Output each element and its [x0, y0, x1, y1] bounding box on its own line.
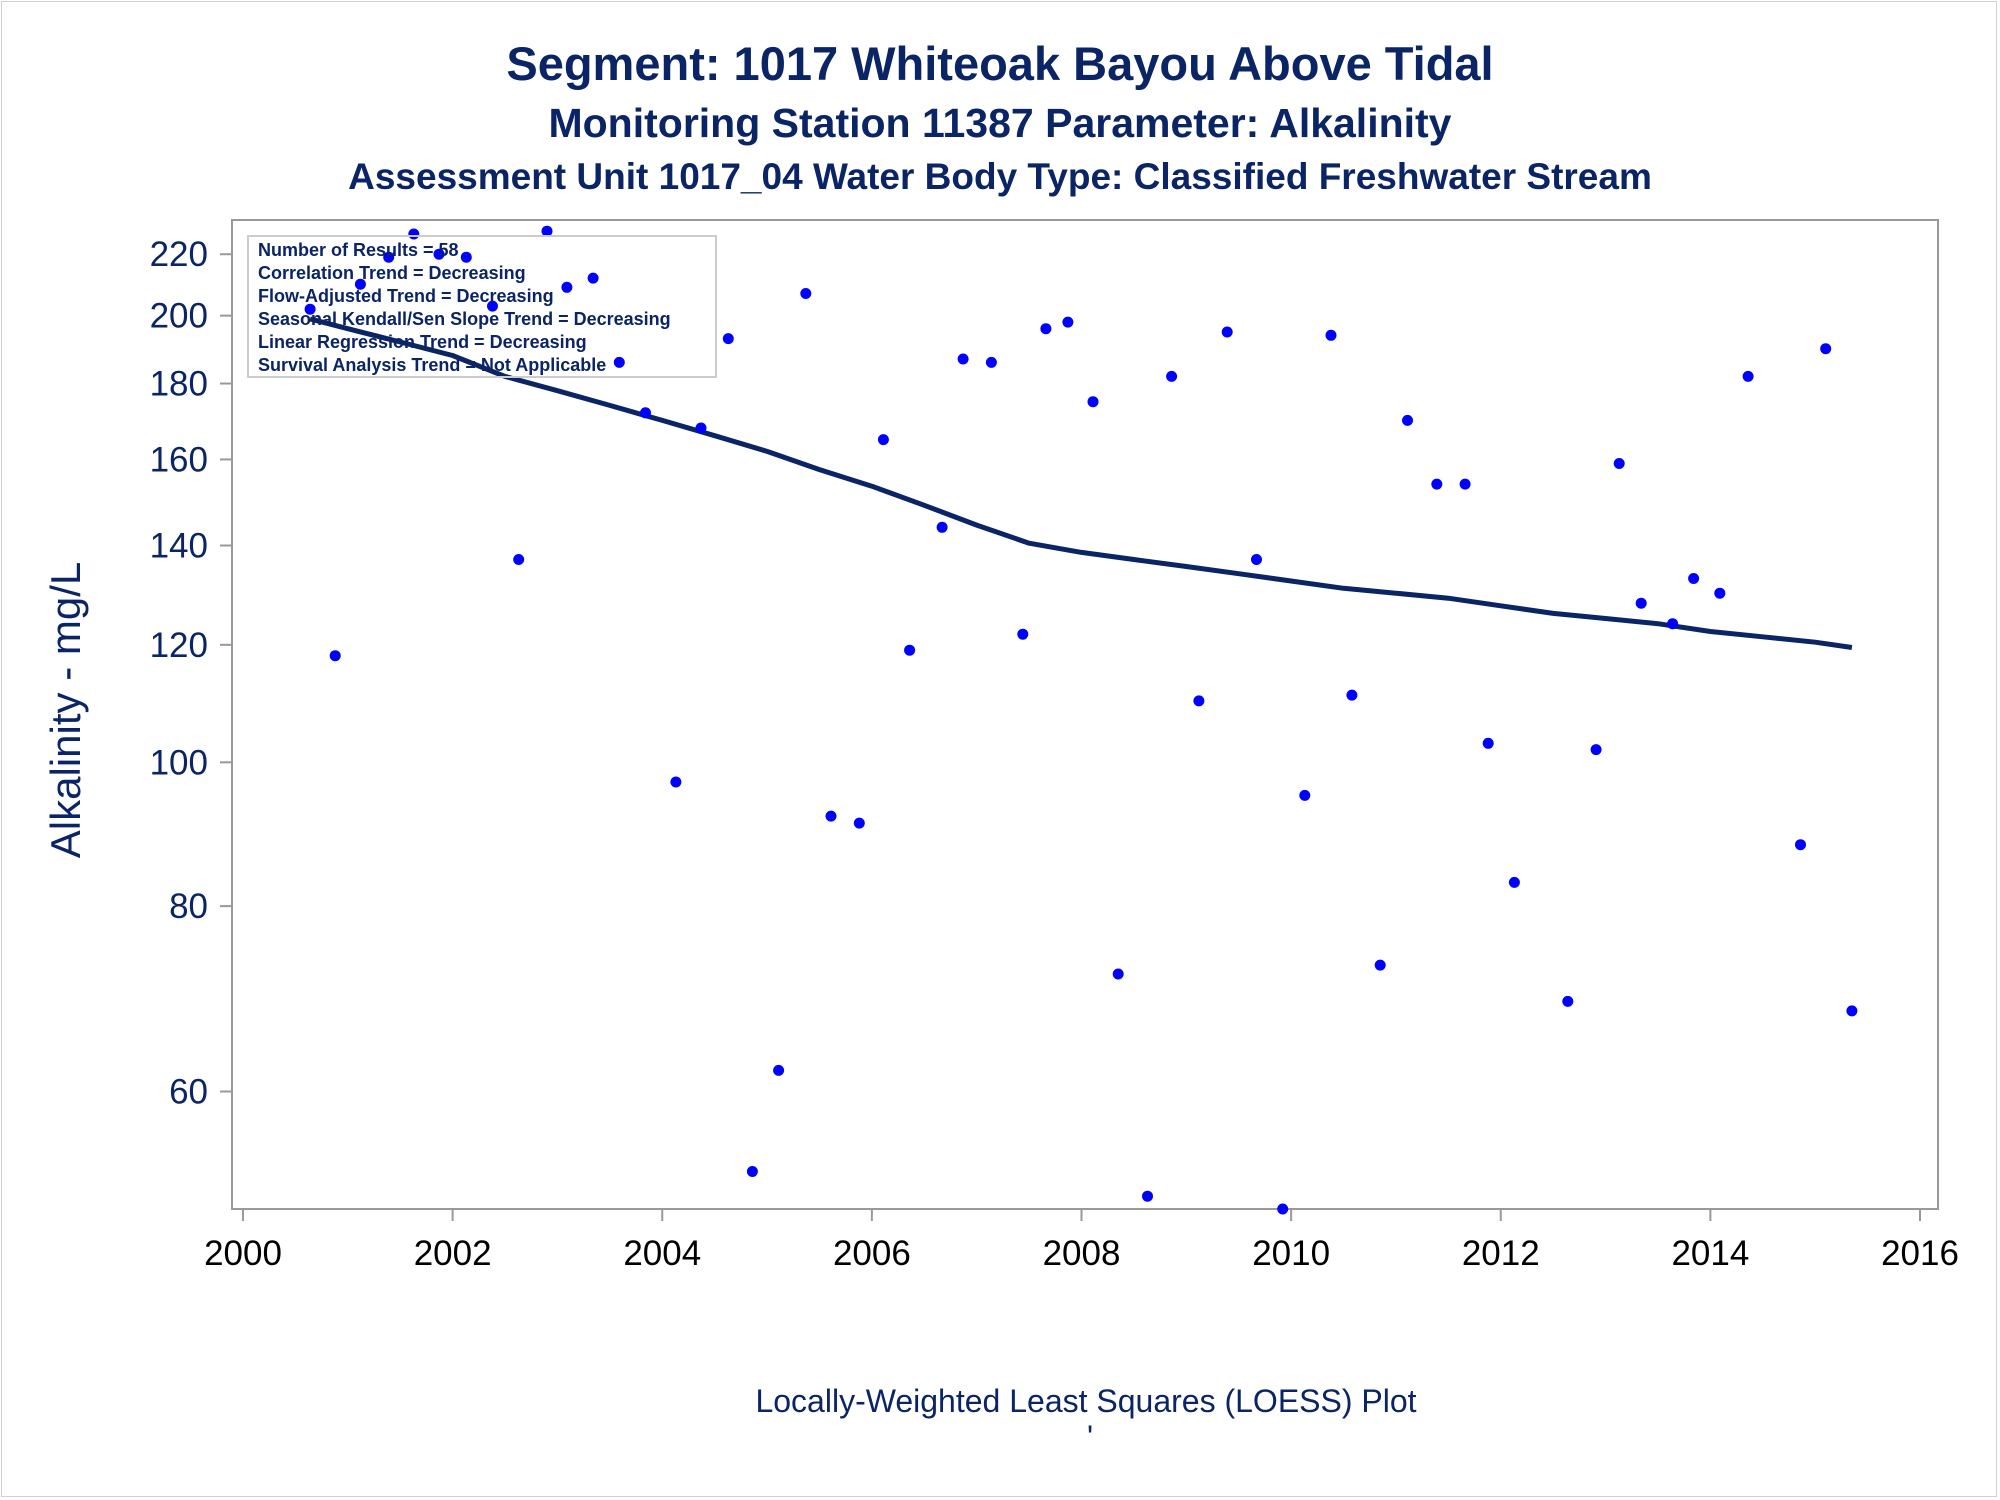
data-point [1374, 959, 1386, 971]
x-tick-label: 2004 [623, 1234, 701, 1273]
data-point [1820, 343, 1832, 355]
data-point [487, 300, 498, 312]
chart-title: Segment: 1017 Whiteoak Bayou Above Tidal [506, 37, 1494, 90]
points-layer [304, 225, 1858, 1215]
stats-box-line: Number of Results = 58 [258, 240, 459, 260]
data-point [1667, 618, 1679, 630]
stats-box-line: Survival Analysis Trend = Not Applicable [258, 355, 606, 375]
data-point [383, 251, 395, 263]
data-point [670, 776, 682, 788]
data-point [722, 333, 734, 345]
y-tick-label: 80 [169, 887, 208, 926]
data-point [1193, 695, 1205, 707]
x-tick-label: 2016 [1881, 1234, 1959, 1273]
data-point [1459, 478, 1471, 490]
data-point [329, 650, 341, 662]
data-point [408, 228, 420, 240]
data-point [1688, 573, 1700, 584]
data-point [1221, 326, 1233, 338]
data-point [695, 422, 707, 434]
data-point [1062, 316, 1074, 328]
data-point [541, 225, 553, 237]
x-tick-label: 2002 [414, 1234, 492, 1273]
data-point [433, 248, 445, 260]
data-point [1017, 628, 1029, 640]
x-tick-label: 2008 [1043, 1234, 1121, 1273]
data-point [1508, 876, 1520, 888]
data-point [1431, 478, 1443, 490]
data-point [640, 407, 651, 419]
y-tick-label: 100 [150, 743, 208, 782]
data-point [613, 356, 625, 368]
data-point [877, 434, 889, 446]
data-point [1613, 458, 1625, 469]
data-point [1742, 370, 1754, 382]
x-tick-label: 2006 [833, 1234, 911, 1273]
data-point [1325, 329, 1337, 341]
y-tick-label: 220 [150, 235, 208, 274]
chart-subtitle-station: Monitoring Station 11387 Parameter: Alka… [548, 100, 1452, 146]
data-point [304, 303, 316, 315]
x-tick-label: 2014 [1671, 1234, 1749, 1273]
x-tick-label: 2012 [1462, 1234, 1540, 1273]
data-point [985, 356, 997, 368]
data-point [1590, 744, 1602, 756]
footnote-mark: ' [1087, 1419, 1093, 1455]
loess-layer [309, 316, 1853, 650]
data-point [587, 272, 599, 284]
data-point [773, 1064, 785, 1076]
stats-box-line: Correlation Trend = Decreasing [258, 263, 526, 283]
data-point [561, 281, 573, 293]
data-point [354, 278, 366, 290]
data-point [746, 1166, 758, 1177]
stats-legend-box: Number of Results = 58 Correlation Trend … [247, 235, 717, 378]
y-tick-label: 180 [150, 365, 208, 404]
data-point [1142, 1190, 1153, 1202]
y-tick-label: 120 [150, 626, 208, 665]
data-point [460, 251, 472, 263]
data-point [1714, 587, 1726, 599]
y-axis-label: Alkalinity - mg/L [42, 562, 89, 858]
data-point [1277, 1203, 1289, 1215]
data-point [1562, 995, 1574, 1007]
plot-area-border [231, 219, 1939, 1210]
stats-box-line: Linear Regression Trend = Decreasing [258, 332, 587, 352]
x-tick-label: 2010 [1252, 1234, 1330, 1273]
data-point [1846, 1005, 1858, 1017]
data-point [1346, 689, 1358, 701]
data-point [1112, 968, 1124, 980]
y-tick-label: 160 [150, 440, 208, 479]
data-point [1482, 737, 1494, 749]
data-point [1166, 370, 1178, 382]
y-tick-label: 200 [150, 297, 208, 336]
data-point [800, 288, 812, 299]
data-point [904, 644, 916, 656]
data-point [853, 817, 865, 829]
data-point [1251, 554, 1262, 565]
y-tick-label: 60 [169, 1073, 208, 1112]
chart-subtitle-assessment: Assessment Unit 1017_04 Water Body Type:… [348, 156, 1652, 197]
x-tick-label: 2000 [204, 1234, 282, 1273]
stats-box-line: Seasonal Kendall/Sen Slope Trend = Decre… [258, 309, 671, 329]
data-point [1795, 839, 1806, 851]
y-tick-label: 140 [150, 526, 208, 565]
data-point [957, 353, 969, 365]
data-point [936, 521, 948, 533]
data-point [513, 554, 525, 565]
data-point [1087, 396, 1099, 408]
data-point [825, 810, 837, 822]
stats-box-line: Flow-Adjusted Trend = Decreasing [258, 286, 554, 306]
data-point [1040, 323, 1052, 335]
data-point [1402, 414, 1413, 426]
axes: 2000 2002 2004 2006 2008 2010 2012 2014 2016 60 80… [150, 219, 1959, 1273]
footnote: Locally-Weighted Least Squares (LOESS) P… [755, 1383, 1416, 1419]
stats-box-border [247, 235, 717, 378]
data-point [1635, 597, 1647, 609]
data-point [1299, 789, 1311, 801]
loess-trend-line [309, 316, 1853, 650]
